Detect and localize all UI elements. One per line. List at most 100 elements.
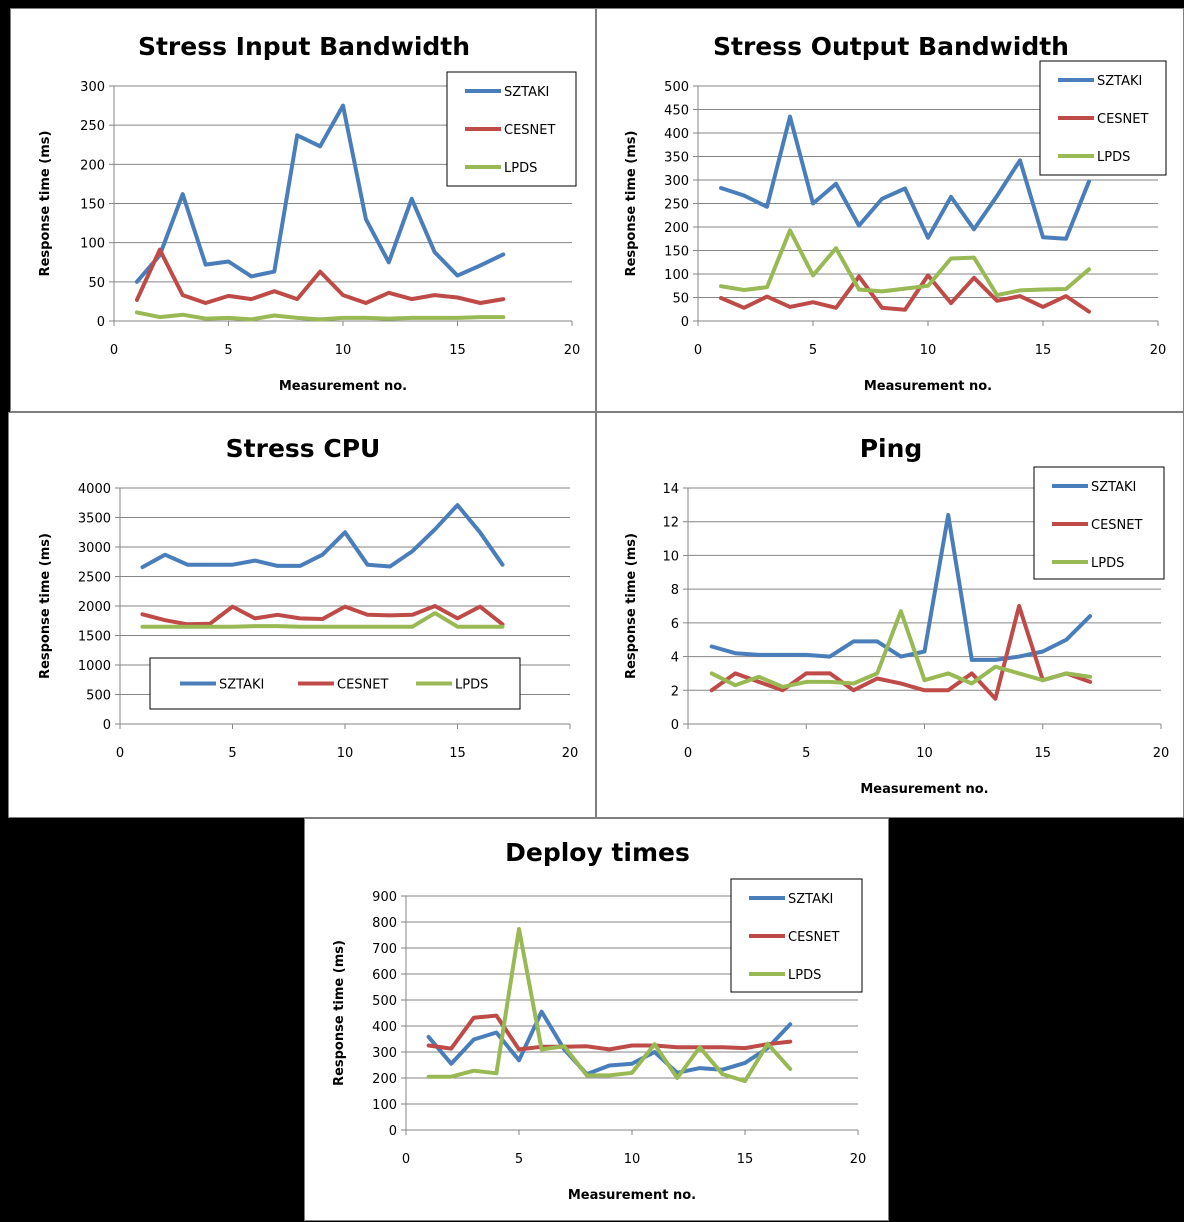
y-tick-label: 10 — [662, 549, 679, 564]
series-line-lpds — [426, 927, 793, 1084]
series-line-lpds — [709, 609, 1093, 689]
legend: SZTAKI CESNET LPDS — [149, 657, 521, 710]
legend-label-sztaki: SZTAKI — [1091, 480, 1136, 495]
series-line-sztaki — [140, 503, 505, 570]
legend-label-lpds: LPDS — [1097, 150, 1130, 165]
y-axis-label: Response time (ms) — [38, 131, 53, 277]
legend-label-lpds: LPDS — [1091, 556, 1124, 571]
y-tick-label: 900 — [372, 890, 397, 905]
legend: SZTAKI CESNET LPDS — [1039, 60, 1167, 176]
legend: SZTAKI CESNET LPDS — [1033, 466, 1165, 580]
x-tick-label: 20 — [850, 1152, 867, 1167]
y-tick-label: 0 — [681, 315, 689, 330]
legend-label-sztaki: SZTAKI — [1097, 74, 1142, 89]
y-tick-label: 300 — [372, 1046, 397, 1061]
x-tick-label: 10 — [920, 343, 937, 358]
series-line-cesnet — [709, 604, 1093, 701]
y-tick-label: 300 — [664, 174, 689, 189]
y-tick-label: 500 — [664, 80, 689, 95]
x-tick-label: 15 — [737, 1152, 754, 1167]
y-tick-label: 100 — [664, 268, 689, 283]
legend: SZTAKI CESNET LPDS — [730, 878, 863, 993]
y-tick-label: 150 — [664, 245, 689, 260]
y-tick-label: 0 — [103, 718, 111, 733]
y-axis-label: Response time (ms) — [38, 533, 53, 679]
x-axis-label: Measurement no. — [860, 782, 988, 797]
series-line-lpds — [134, 310, 506, 322]
legend-label-sztaki: SZTAKI — [219, 678, 264, 693]
chart-title: Stress Output Bandwidth — [713, 32, 1069, 61]
x-tick-label: 15 — [449, 746, 466, 761]
y-tick-label: 200 — [372, 1072, 397, 1087]
chart-panel-stress-cpu: Stress CPU 0 500 1000 1500 2000 2500 3000 3500 40… — [8, 412, 596, 818]
chart-stress-cpu: Stress CPU 0 500 1000 1500 2000 2500 3000 3500 40… — [38, 434, 579, 761]
legend-label-cesnet: CESNET — [788, 930, 839, 945]
series-line-sztaki — [719, 114, 1091, 241]
y-tick-label: 250 — [80, 119, 105, 134]
y-tick-label: 500 — [86, 689, 111, 704]
y-tick-label: 450 — [664, 104, 689, 119]
y-tick-label: 2 — [671, 684, 679, 699]
y-tick-label: 700 — [372, 942, 397, 957]
legend-label-lpds: LPDS — [455, 678, 488, 693]
x-tick-label: 20 — [564, 343, 581, 358]
x-tick-label: 15 — [1034, 746, 1051, 761]
chart-stress-output: Stress Output Bandwidth05010015020025030… — [624, 32, 1167, 394]
y-tick-label: 100 — [372, 1098, 397, 1113]
chart-panel-stress-input: Stress Input Bandwidth 0 50 100 150 200 250 300… — [10, 8, 596, 412]
x-axis-label: Measurement no. — [568, 1188, 696, 1203]
series-line-cesnet — [140, 604, 505, 627]
y-tick-label: 300 — [80, 80, 105, 95]
y-tick-label: 1000 — [78, 659, 111, 674]
legend-label-sztaki: SZTAKI — [504, 85, 549, 100]
x-tick-label: 20 — [562, 746, 579, 761]
y-tick-label: 150 — [80, 198, 105, 213]
y-tick-label: 6 — [671, 617, 679, 632]
x-tick-label: 5 — [515, 1152, 523, 1167]
legend: SZTAKI CESNET LPDS — [446, 71, 577, 187]
x-tick-label: 5 — [802, 746, 810, 761]
x-tick-label: 15 — [449, 343, 466, 358]
series-line-sztaki — [709, 513, 1093, 662]
y-tick-label: 0 — [389, 1124, 397, 1139]
x-tick-label: 0 — [684, 746, 692, 761]
y-tick-label: 200 — [80, 158, 105, 173]
legend-label-cesnet: CESNET — [337, 678, 388, 693]
x-tick-label: 20 — [1150, 343, 1167, 358]
chart-panel-stress-output: Stress Output Bandwidth 0 50 100 150 200 250 30… — [596, 8, 1184, 412]
chart-deploy-times: Deploy times0100200300400500600700800900… — [332, 838, 867, 1203]
series-line-lpds — [140, 611, 505, 629]
series-line-cesnet — [426, 1013, 793, 1052]
y-tick-label: 2000 — [78, 600, 111, 615]
legend-label-cesnet: CESNET — [1097, 112, 1148, 127]
y-tick-label: 0 — [671, 718, 679, 733]
y-tick-label: 350 — [664, 151, 689, 166]
y-tick-label: 8 — [671, 583, 679, 598]
y-axis-label: Response time (ms) — [624, 533, 639, 679]
chart-stress-input: Stress Input Bandwidth050100150200250300… — [38, 32, 581, 394]
y-tick-label: 0 — [97, 315, 105, 330]
y-tick-label: 600 — [372, 968, 397, 983]
x-tick-label: 5 — [224, 343, 232, 358]
chart-ping: Ping 0 2 4 6 8 10 12 14 0 5 10 15 20 Measurement no. Re… — [624, 434, 1169, 797]
chart-title: Stress Input Bandwidth — [138, 32, 470, 61]
x-tick-label: 0 — [110, 343, 118, 358]
y-tick-label: 400 — [372, 1020, 397, 1035]
y-axis-label: Response time (ms) — [332, 940, 347, 1086]
x-axis-label: Measurement no. — [864, 379, 992, 394]
y-tick-label: 400 — [664, 127, 689, 142]
y-tick-label: 100 — [80, 237, 105, 252]
y-tick-label: 250 — [664, 198, 689, 213]
x-tick-label: 10 — [916, 746, 933, 761]
x-tick-label: 15 — [1035, 343, 1052, 358]
x-tick-label: 10 — [335, 343, 352, 358]
y-tick-label: 3000 — [78, 541, 111, 556]
legend-label-lpds: LPDS — [504, 161, 537, 176]
y-tick-label: 50 — [672, 292, 689, 307]
legend-label-cesnet: CESNET — [504, 123, 555, 138]
chart-title: Stress CPU — [226, 434, 381, 463]
chart-title: Deploy times — [505, 838, 690, 867]
y-tick-label: 50 — [88, 276, 105, 291]
x-tick-label: 5 — [809, 343, 817, 358]
y-tick-label: 4000 — [78, 482, 111, 497]
